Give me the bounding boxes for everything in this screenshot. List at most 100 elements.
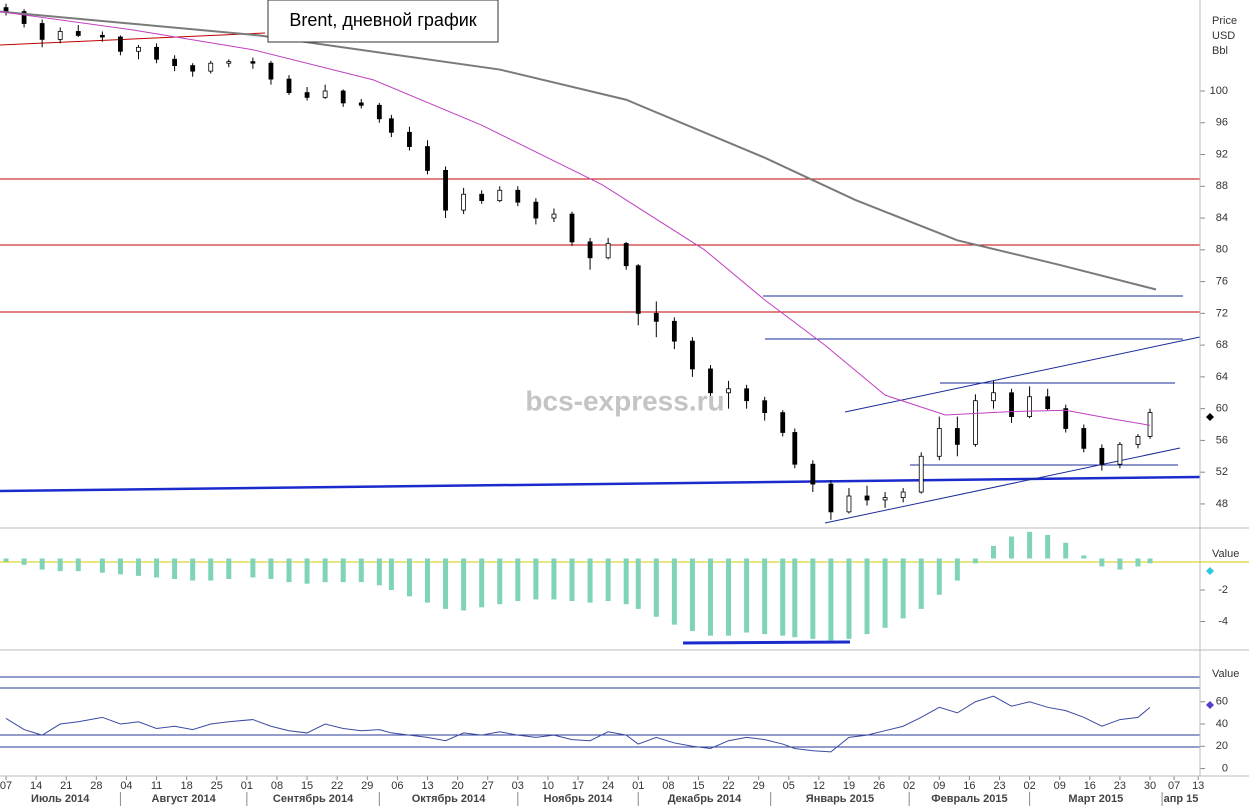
histogram-bar	[671, 558, 677, 625]
rsi-line	[5, 695, 1151, 753]
histogram-bar	[208, 558, 214, 581]
candle-body	[1009, 392, 1014, 417]
x-tick-label: 22	[722, 780, 734, 792]
candle-body	[900, 491, 906, 498]
candle-body	[587, 241, 593, 259]
candle-body	[75, 31, 81, 36]
histogram-bar	[1027, 531, 1033, 559]
y-tick-label: 68	[1216, 339, 1228, 351]
candle-body	[268, 62, 274, 80]
histogram-bar	[497, 558, 503, 605]
histogram-bar	[936, 558, 942, 595]
y-tick-label: 20	[1216, 740, 1228, 752]
candle-body	[1063, 408, 1069, 429]
x-tick-label: 17	[572, 780, 584, 792]
histogram-bar	[810, 558, 816, 639]
histogram-bar	[762, 558, 768, 635]
histogram-bar	[358, 558, 364, 583]
histogram-bar	[1117, 558, 1123, 570]
y-tick-label: 72	[1216, 307, 1228, 319]
y-tick-label: 56	[1216, 434, 1228, 446]
y-axis-label: Bbl	[1212, 45, 1228, 57]
value-marker	[1206, 701, 1214, 709]
histogram-bar	[726, 558, 732, 636]
y-tick-label: 60	[1216, 696, 1228, 708]
title-box	[267, 0, 499, 43]
histogram-bar	[1009, 536, 1015, 559]
candle-body	[515, 189, 521, 203]
candle-body	[358, 102, 364, 106]
candle-body	[671, 320, 677, 342]
histogram-bar	[190, 558, 196, 581]
x-tick-label: 03	[512, 780, 524, 792]
x-tick-label: 13	[1192, 780, 1204, 792]
histogram-bar	[828, 558, 834, 641]
y-tick-label: 96	[1216, 117, 1228, 129]
candle-body	[190, 65, 196, 72]
x-tick-label: 08	[271, 780, 283, 792]
month-label: Октябрь 2014	[412, 793, 487, 805]
y-axis-label: Value	[1212, 668, 1239, 680]
histogram-bar	[1147, 558, 1153, 564]
y-axis-label: USD	[1212, 30, 1235, 42]
histogram-bar	[569, 558, 575, 602]
histogram-bar	[21, 558, 27, 565]
candle-body	[172, 58, 178, 66]
candle-body	[726, 388, 731, 394]
candle-body	[533, 201, 539, 219]
x-tick-label: 21	[60, 780, 72, 792]
histogram-bar	[954, 558, 960, 581]
month-label: Ноябрь 2014	[544, 793, 614, 805]
y-tick-label: 92	[1216, 148, 1228, 160]
month-label: Март 2015	[1068, 793, 1123, 805]
x-tick-label: 18	[181, 780, 193, 792]
histogram-bar	[605, 558, 611, 602]
x-tick-label: 01	[241, 780, 253, 792]
candle-body	[828, 483, 834, 513]
y-tick-label: 100	[1210, 85, 1228, 97]
month-label: Август 2014	[152, 793, 217, 805]
candle-body	[846, 495, 852, 513]
candle-body	[1081, 428, 1087, 449]
candle-body	[569, 213, 575, 243]
histogram-bar	[864, 558, 870, 635]
candle-body	[118, 36, 123, 52]
x-tick-label: 30	[1144, 780, 1156, 792]
candle-body	[708, 368, 713, 394]
marks: 48525660646872768084889296100-4-20204060…	[0, 3, 1228, 806]
candle-body	[3, 7, 9, 12]
x-tick-label: 10	[542, 780, 554, 792]
x-tick-label: 23	[1114, 780, 1126, 792]
histogram-bar	[653, 558, 659, 617]
histogram-bar	[918, 558, 924, 609]
y-tick-label: 80	[1216, 244, 1228, 256]
x-tick-label: 09	[1054, 780, 1066, 792]
histogram-bar	[707, 558, 713, 636]
x-tick-label: 26	[873, 780, 885, 792]
x-tick-label: 15	[692, 780, 704, 792]
candle-body	[154, 46, 159, 60]
candle-body	[1135, 436, 1141, 445]
candle-body	[936, 428, 942, 457]
candle-body	[690, 340, 695, 370]
x-tick-label: 08	[662, 780, 674, 792]
candle-body	[388, 118, 394, 133]
y-tick-label: 84	[1216, 212, 1228, 224]
candle-body	[918, 455, 924, 493]
candle-body	[226, 61, 232, 64]
value-marker	[1206, 567, 1214, 575]
x-tick-label: 04	[120, 780, 132, 792]
y-tick-label: 0	[1222, 762, 1228, 774]
x-tick-label: 12	[813, 780, 825, 792]
histogram-bar	[1063, 542, 1069, 559]
y-tick-label: 76	[1216, 275, 1228, 287]
histogram-bar	[135, 558, 141, 576]
histogram-bar	[39, 558, 45, 570]
month-label: Декабрь 2014	[668, 793, 742, 805]
x-tick-label: 07	[0, 780, 12, 792]
histogram-bar	[424, 558, 430, 603]
x-tick-label: 11	[151, 780, 162, 792]
candle-body	[304, 92, 310, 98]
